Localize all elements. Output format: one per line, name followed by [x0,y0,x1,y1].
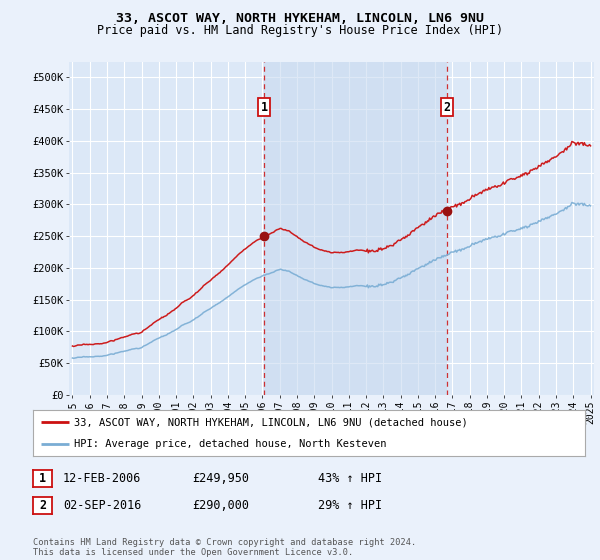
Text: Contains HM Land Registry data © Crown copyright and database right 2024.
This d: Contains HM Land Registry data © Crown c… [33,538,416,557]
Text: HPI: Average price, detached house, North Kesteven: HPI: Average price, detached house, Nort… [74,440,387,450]
Text: 2: 2 [39,498,46,512]
Text: 2: 2 [443,101,450,114]
Text: 29% ↑ HPI: 29% ↑ HPI [318,498,382,512]
Text: 12-FEB-2006: 12-FEB-2006 [63,472,142,486]
Text: 1: 1 [260,101,268,114]
Text: 1: 1 [39,472,46,486]
Text: 43% ↑ HPI: 43% ↑ HPI [318,472,382,486]
Text: 33, ASCOT WAY, NORTH HYKEHAM, LINCOLN, LN6 9NU: 33, ASCOT WAY, NORTH HYKEHAM, LINCOLN, L… [116,12,484,25]
Text: Price paid vs. HM Land Registry's House Price Index (HPI): Price paid vs. HM Land Registry's House … [97,24,503,37]
Text: £249,950: £249,950 [192,472,249,486]
Text: 02-SEP-2016: 02-SEP-2016 [63,498,142,512]
Bar [264,62,446,395]
Text: 33, ASCOT WAY, NORTH HYKEHAM, LINCOLN, LN6 9NU (detached house): 33, ASCOT WAY, NORTH HYKEHAM, LINCOLN, L… [74,417,468,427]
Text: £290,000: £290,000 [192,498,249,512]
